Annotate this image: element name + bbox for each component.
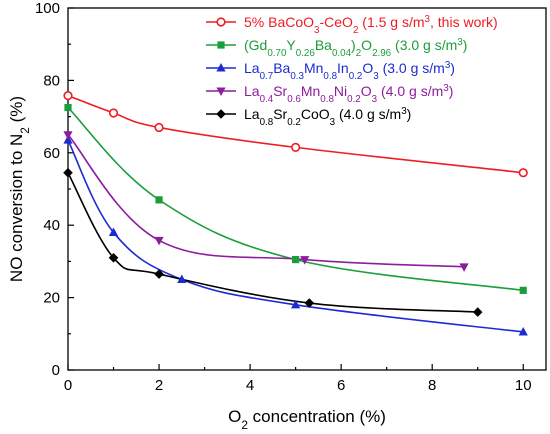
- x-tick-label: 10: [515, 377, 532, 394]
- y-tick-label: 0: [52, 362, 60, 379]
- data-point-0-1: [108, 108, 119, 118]
- data-point-1-0: [64, 103, 72, 112]
- x-tick-label: 0: [64, 377, 72, 394]
- series-line-0: [67, 94, 524, 174]
- series-line-1: [67, 106, 524, 292]
- y-tick-label: 20: [43, 290, 60, 307]
- data-point-1-1: [155, 196, 163, 204]
- data-point-4-4: [472, 307, 483, 317]
- data-point-0-2: [154, 122, 164, 133]
- data-point-0-3: [291, 142, 301, 152]
- x-tick-label: 6: [337, 377, 345, 394]
- y-tick-label: 60: [43, 145, 60, 162]
- x-tick-label: 8: [428, 377, 436, 394]
- data-point-4-0: [63, 167, 73, 178]
- data-point-1-2: [292, 255, 300, 264]
- x-axis-title: O2 concentration (%): [228, 407, 386, 432]
- data-point-4-2: [154, 269, 164, 279]
- data-point-2-2: [177, 274, 187, 283]
- data-point-0-0: [63, 91, 73, 101]
- y-tick-label: 40: [43, 217, 60, 234]
- data-point-4-3: [304, 298, 315, 308]
- series-line-4: [67, 172, 478, 313]
- data-point-3-2: [300, 256, 310, 265]
- data-point-0-4: [518, 168, 528, 178]
- legend-label-2: La0.7Ba0.3Mn0.8In0.2O3 (3.0 g s/m3): [244, 60, 455, 82]
- x-axis: 0 2 4 6 8 10: [64, 364, 532, 394]
- legend-marker-2: [216, 63, 226, 72]
- y-axis-title: NO conversion to N2 (%): [7, 96, 32, 282]
- series-line-3: [67, 134, 465, 268]
- y-tick-label: 100: [35, 0, 60, 17]
- legend-marker-3: [216, 87, 226, 96]
- data-point-2-1: [108, 227, 119, 236]
- series-curves: [67, 94, 524, 333]
- legend-label-3: La0.4Sr0.6Mn0.8Ni0.2O3 (4.0 g s/m3): [244, 83, 453, 105]
- data-point-2-3: [291, 299, 301, 309]
- data-point-3-0: [63, 131, 73, 140]
- y-tick-label: 80: [43, 72, 60, 89]
- y-axis: 0 20 40 60 80 100: [35, 0, 74, 379]
- legend-marker-4: [216, 109, 226, 119]
- x-tick-label: 4: [246, 377, 254, 394]
- data-point-3-3: [459, 263, 469, 272]
- data-point-1-3: [519, 286, 527, 294]
- series-markers: [63, 91, 528, 336]
- x-tick-label: 2: [155, 377, 163, 394]
- series-line-2: [67, 139, 524, 333]
- data-point-4-1: [108, 252, 119, 263]
- legend: 5% BaCoO3-CeO2 (1.5 g s/m3, this work)(G…: [206, 14, 498, 128]
- legend-label-0: 5% BaCoO3-CeO2 (1.5 g s/m3, this work): [244, 14, 498, 36]
- legend-label-1: (Gd0.70Y0.26Ba0.04)2O2.96 (3.0 g s/m3): [244, 37, 467, 59]
- data-point-3-1: [154, 236, 164, 246]
- legend-label-4: La0.8Sr0.2CoO3 (4.0 g s/m3): [244, 106, 411, 128]
- legend-marker-0: [216, 17, 226, 27]
- legend-marker-1: [217, 41, 225, 49]
- data-point-2-4: [518, 326, 528, 336]
